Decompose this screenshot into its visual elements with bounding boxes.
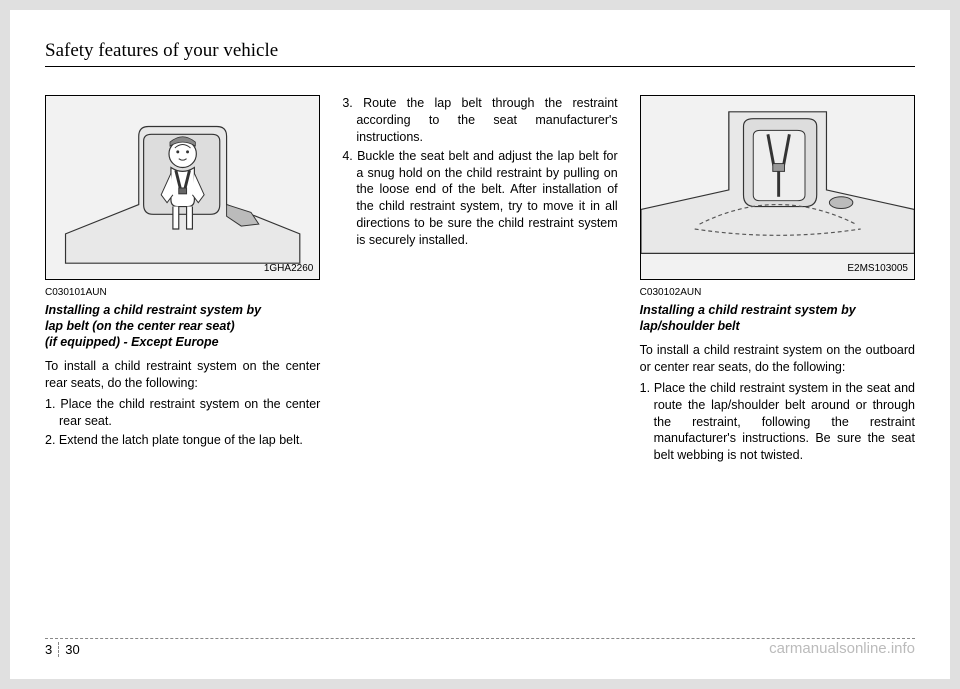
section-title: Installing a child restraint system by l… (640, 302, 915, 335)
page-header: Safety features of your vehicle (45, 40, 915, 67)
step-2: 2. Extend the latch plate tongue of the … (45, 432, 320, 449)
column-1: 1GHA2260 C030101AUN Installing a child r… (45, 95, 320, 466)
section-number: 3 (45, 642, 59, 657)
title-line-2: lap/shoulder belt (640, 319, 740, 333)
title-line-2: lap belt (on the center rear seat) (45, 319, 235, 333)
intro-text: To install a child restraint system on t… (45, 358, 320, 392)
step-3: 3. Route the lap belt through the restra… (342, 95, 617, 146)
title-line-1: Installing a child restraint system by (45, 303, 261, 317)
manual-page: Safety features of your vehicle (10, 10, 950, 679)
intro-text: To install a child restraint system on t… (640, 342, 915, 376)
header-title: Safety features of your vehicle (45, 40, 915, 62)
child-seat-lap-belt-illustration (46, 96, 319, 279)
child-seat-shoulder-belt-illustration (641, 96, 914, 279)
step-1: 1. Place the child restraint system on t… (45, 396, 320, 430)
figure-code: E2MS103005 (847, 262, 908, 276)
figure-code: 1GHA2260 (264, 262, 313, 276)
section-code: C030101AUN (45, 286, 320, 300)
column-2: 3. Route the lap belt through the restra… (342, 95, 617, 466)
page-number: 3 30 (45, 642, 80, 657)
page-number-value: 30 (65, 642, 79, 657)
step-4: 4. Buckle the seat belt and adjust the l… (342, 148, 617, 249)
figure-child-seat-lap-belt: 1GHA2260 (45, 95, 320, 280)
figure-child-seat-shoulder-belt: E2MS103005 (640, 95, 915, 280)
title-line-3: (if equipped) - Except Europe (45, 335, 219, 349)
title-line-1: Installing a child restraint system by (640, 303, 856, 317)
watermark: carmanualsonline.info (769, 640, 915, 657)
content-columns: 1GHA2260 C030101AUN Installing a child r… (45, 95, 915, 466)
column-3: E2MS103005 C030102AUN Installing a child… (640, 95, 915, 466)
section-code: C030102AUN (640, 286, 915, 300)
section-title: Installing a child restraint system by l… (45, 302, 320, 351)
step-1: 1. Place the child restraint system in t… (640, 380, 915, 464)
